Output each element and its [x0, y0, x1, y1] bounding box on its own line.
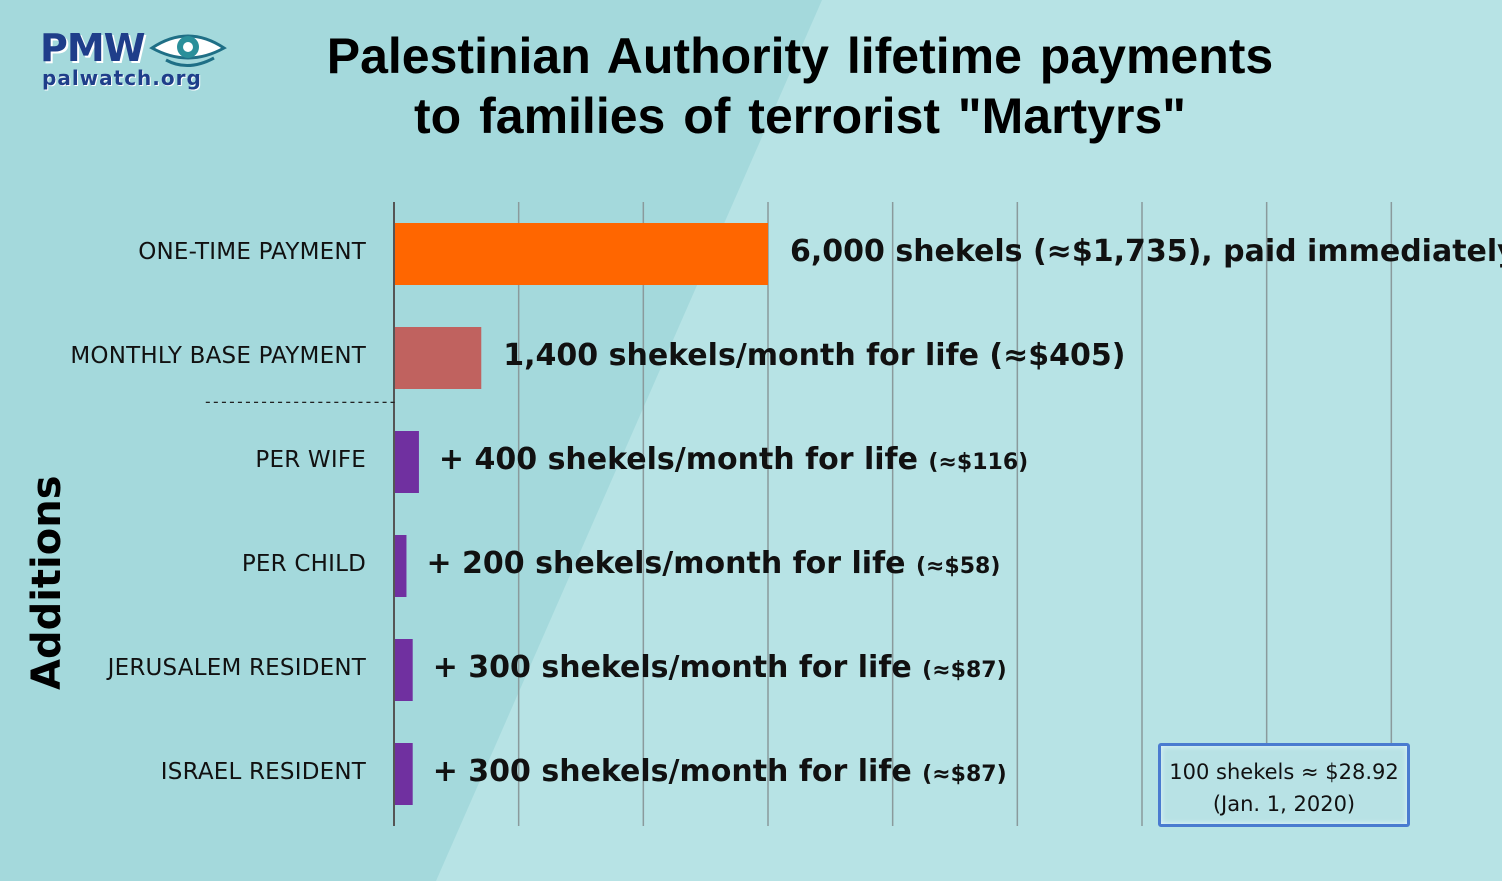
data-label-main: 1,400 shekels/month for life (≈$405) — [503, 338, 1126, 373]
data-label-main: + 200 shekels/month for life — [426, 546, 916, 581]
bar-5 — [394, 743, 413, 805]
data-label-main: 6,000 shekels (≈$1,735), paid immediatel… — [790, 234, 1502, 269]
category-label-2: PER WIFE — [255, 447, 366, 473]
data-label-usd: (≈$116) — [928, 450, 1029, 475]
category-label-3: PER CHILD — [241, 551, 366, 577]
data-label-4: + 300 shekels/month for life (≈$87) — [433, 650, 1007, 685]
data-label-usd: (≈$58) — [915, 554, 1001, 579]
additions-group-label: Additions — [24, 475, 70, 690]
bar-3 — [394, 535, 407, 597]
data-label-main: + 300 shekels/month for life — [432, 650, 923, 685]
category-label-0: ONE-TIME PAYMENT — [138, 239, 366, 265]
data-label-main: + 300 shekels/month for life — [432, 754, 923, 789]
eye-icon — [149, 34, 227, 67]
bars — [394, 223, 768, 805]
note-line-2: (Jan. 1, 2020) — [1212, 792, 1356, 816]
exchange-rate-note: 100 shekels ≈ $28.92 (Jan. 1, 2020) — [1158, 743, 1410, 827]
data-label-5: + 300 shekels/month for life (≈$87) — [433, 754, 1007, 789]
data-label-0: 6,000 shekels (≈$1,735), paid immediatel… — [790, 234, 1502, 269]
section-divider: ------------------------ — [203, 392, 397, 411]
bar-2 — [394, 431, 419, 493]
gridlines — [517, 202, 1393, 826]
category-label-5: ISRAEL RESIDENT — [160, 759, 366, 785]
pmw-logo: PMW palwatch.org — [38, 26, 228, 96]
title-line-2: to families of terrorist "Martyrs" — [414, 88, 1186, 144]
bar-0 — [394, 223, 768, 285]
logo-url: palwatch.org — [42, 66, 202, 90]
data-label-2: + 400 shekels/month for life (≈$116) — [439, 442, 1028, 477]
bar-1 — [394, 327, 482, 389]
data-label-main: + 400 shekels/month for life — [438, 442, 929, 477]
category-label-1: MONTHLY BASE PAYMENT — [70, 343, 366, 369]
note-line-1: 100 shekels ≈ $28.92 — [1169, 760, 1399, 784]
chart-title: Palestinian Authority lifetime payments … — [290, 26, 1310, 146]
bar-4 — [394, 639, 413, 701]
data-label-usd: (≈$87) — [922, 658, 1007, 683]
data-label-3: + 200 shekels/month for life (≈$58) — [426, 546, 1000, 581]
title-line-1: Palestinian Authority lifetime payments — [326, 28, 1274, 84]
data-label-1: 1,400 shekels/month for life (≈$405) — [503, 338, 1125, 373]
data-label-usd: (≈$87) — [922, 762, 1007, 787]
logo-brand: PMW — [40, 26, 146, 70]
category-label-4: JERUSALEM RESIDENT — [107, 655, 366, 681]
